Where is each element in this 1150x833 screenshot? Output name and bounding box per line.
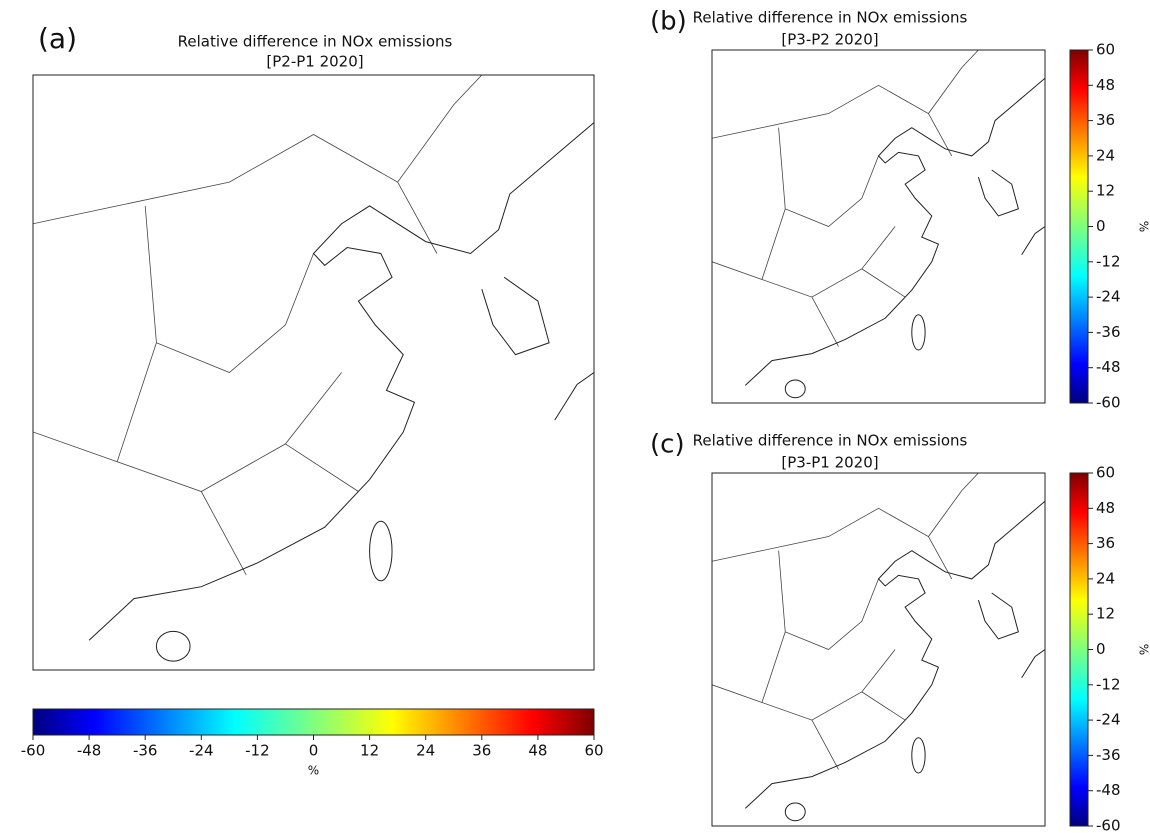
colorbar-tick-label: 36 <box>472 742 491 760</box>
colorbar-tick-label: -48 <box>1096 781 1121 799</box>
colorbar <box>1069 49 1089 404</box>
colorbar-tick-label: 12 <box>360 742 379 760</box>
colorbar-tick-label: 12 <box>1096 605 1115 623</box>
colorbar <box>1069 472 1089 827</box>
colorbar-tick-label: 0 <box>1096 640 1106 658</box>
map-frame <box>711 49 1046 404</box>
colorbar-tick-label: 48 <box>528 742 547 760</box>
panel-subtitle: [P3-P2 2020] <box>781 31 878 49</box>
colorbar-label: % <box>308 764 319 778</box>
colorbar-tick-label: 60 <box>584 742 603 760</box>
map-frame <box>32 74 595 671</box>
map-outline <box>712 473 1045 821</box>
colorbar-tick-label: -48 <box>77 742 102 760</box>
colorbar-tick-label: 48 <box>1096 499 1115 517</box>
colorbar-tick-label: 0 <box>309 742 319 760</box>
colorbar <box>32 708 595 736</box>
panel-label: (a) <box>38 22 77 55</box>
colorbar-tick-label: -24 <box>1096 288 1121 306</box>
colorbar-tick-label: 60 <box>1096 464 1115 482</box>
colorbar-tick-label: -36 <box>1096 323 1121 341</box>
colorbar-tick-label: -48 <box>1096 358 1121 376</box>
map-outline <box>33 75 594 661</box>
map-outline <box>712 50 1045 398</box>
map <box>33 75 594 661</box>
map <box>712 473 1045 821</box>
colorbar-tick-label: 24 <box>1096 146 1115 164</box>
colorbar-tick-label: 60 <box>1096 41 1115 59</box>
colorbar-tick-label: 24 <box>416 742 435 760</box>
colorbar-label: % <box>1137 644 1150 655</box>
colorbar-tick-label: 0 <box>1096 217 1106 235</box>
colorbar-tick-label: -24 <box>1096 711 1121 729</box>
colorbar-tick-label: -24 <box>189 742 214 760</box>
colorbar-tick-label: -60 <box>1096 394 1121 412</box>
colorbar-tick-label: -36 <box>133 742 158 760</box>
map <box>712 50 1045 398</box>
colorbar-tick-label: -60 <box>1096 817 1121 833</box>
colorbar-tick-label: -60 <box>21 742 46 760</box>
panel-label: (c) <box>650 430 685 460</box>
colorbar-tick-label: -12 <box>1096 252 1121 270</box>
colorbar-tick-label: 24 <box>1096 569 1115 587</box>
colorbar-label: % <box>1137 221 1150 232</box>
colorbar-tick-label: 36 <box>1096 534 1115 552</box>
panel-label: (b) <box>650 7 687 37</box>
panel-title: Relative difference in NOx emissions <box>178 33 453 51</box>
colorbar-tick-label: 48 <box>1096 76 1115 94</box>
map-frame <box>711 472 1046 827</box>
colorbar-tick-label: 36 <box>1096 111 1115 129</box>
panel-title: Relative difference in NOx emissions <box>693 432 968 450</box>
panel-subtitle: [P2-P1 2020] <box>266 53 363 71</box>
colorbar-tick-label: -36 <box>1096 746 1121 764</box>
colorbar-tick-label: -12 <box>245 742 270 760</box>
colorbar-tick-label: 12 <box>1096 182 1115 200</box>
panel-title: Relative difference in NOx emissions <box>693 9 968 27</box>
colorbar-tick-label: -12 <box>1096 675 1121 693</box>
panel-subtitle: [P3-P1 2020] <box>781 454 878 472</box>
